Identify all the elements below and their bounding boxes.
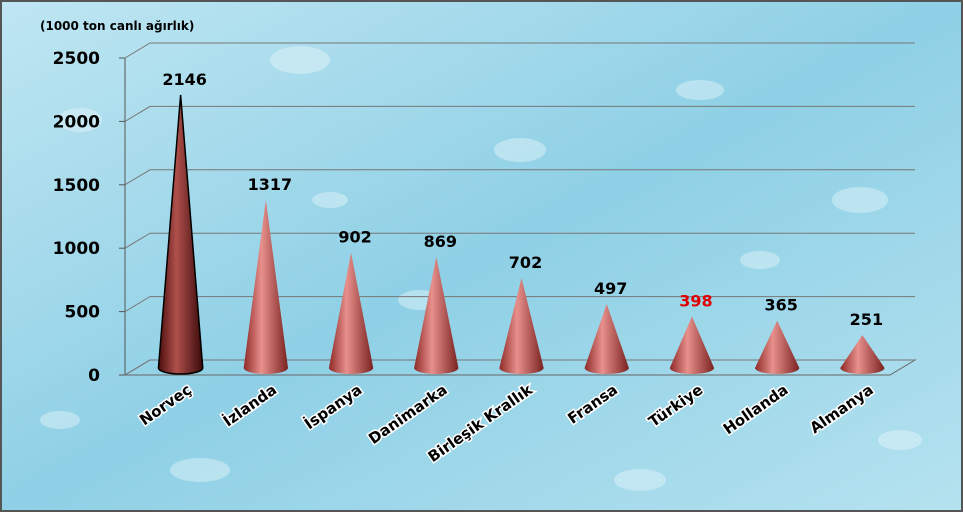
y-tick-label: 2000 (53, 112, 100, 132)
value-label: 702 (509, 253, 542, 272)
chart: (1000 ton canlı ağırlık) 0 500 1000 1500 200… (0, 0, 963, 512)
y-tick-label: 500 (65, 303, 101, 323)
value-label: 497 (594, 279, 627, 298)
value-label: 398 (679, 292, 712, 311)
y-axis-label: (1000 ton canlı ağırlık) (40, 19, 194, 33)
y-tick-label: 0 (88, 366, 100, 386)
value-label: 251 (850, 310, 883, 329)
y-tick-label: 2500 (53, 49, 100, 69)
value-label: 365 (764, 296, 797, 315)
value-label: 2146 (162, 70, 207, 89)
y-tick-label: 1000 (53, 239, 100, 259)
value-label: 902 (338, 228, 371, 247)
y-tick-label: 1500 (53, 176, 100, 196)
value-label: 869 (424, 232, 457, 251)
value-label: 1317 (248, 175, 293, 194)
